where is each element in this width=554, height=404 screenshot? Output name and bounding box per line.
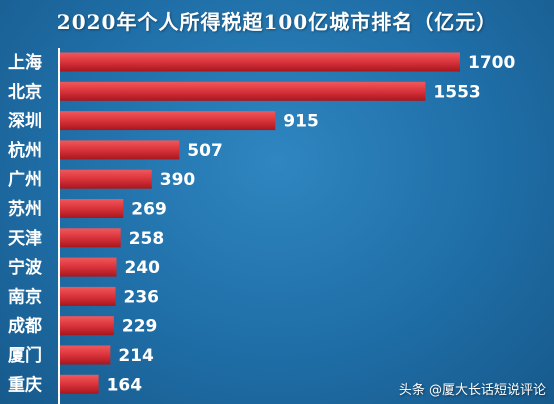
chart-title: 2020年个人所得税超100亿城市排名（亿元） <box>56 10 498 34</box>
category-label: 苏州 <box>8 199 42 220</box>
value-label: 229 <box>122 317 158 337</box>
value-label: 164 <box>107 375 143 395</box>
category-label: 宁波 <box>8 257 43 278</box>
bar <box>60 52 460 72</box>
value-label: 240 <box>124 258 160 278</box>
category-label: 南京 <box>8 286 42 307</box>
category-label: 杭州 <box>8 140 42 161</box>
bar <box>60 140 180 160</box>
category-label: 厦门 <box>8 345 42 366</box>
watermark: 头条 @厦大长话短说评论 <box>398 383 546 398</box>
bar <box>60 286 116 306</box>
bar <box>60 316 114 336</box>
bar <box>60 169 152 189</box>
category-label: 重庆 <box>8 374 42 395</box>
value-label: 1700 <box>468 53 515 73</box>
value-label: 507 <box>187 141 223 161</box>
bar <box>60 199 124 218</box>
value-label: 269 <box>131 200 167 220</box>
value-label: 214 <box>118 346 154 366</box>
value-label: 390 <box>160 170 196 190</box>
value-label: 915 <box>283 112 319 132</box>
bar <box>60 257 117 277</box>
value-label: 236 <box>124 287 160 307</box>
bar <box>60 374 99 394</box>
category-label: 上海 <box>8 52 42 73</box>
bar <box>60 81 426 101</box>
bar <box>60 345 111 365</box>
category-label: 天津 <box>8 228 42 249</box>
category-label: 北京 <box>8 81 42 102</box>
category-label: 成都 <box>8 316 42 337</box>
category-label: 广州 <box>8 169 42 190</box>
value-label: 1553 <box>433 82 480 102</box>
value-label: 258 <box>129 229 165 249</box>
bar <box>60 111 276 131</box>
category-label: 深圳 <box>8 111 42 132</box>
bar <box>60 228 121 248</box>
